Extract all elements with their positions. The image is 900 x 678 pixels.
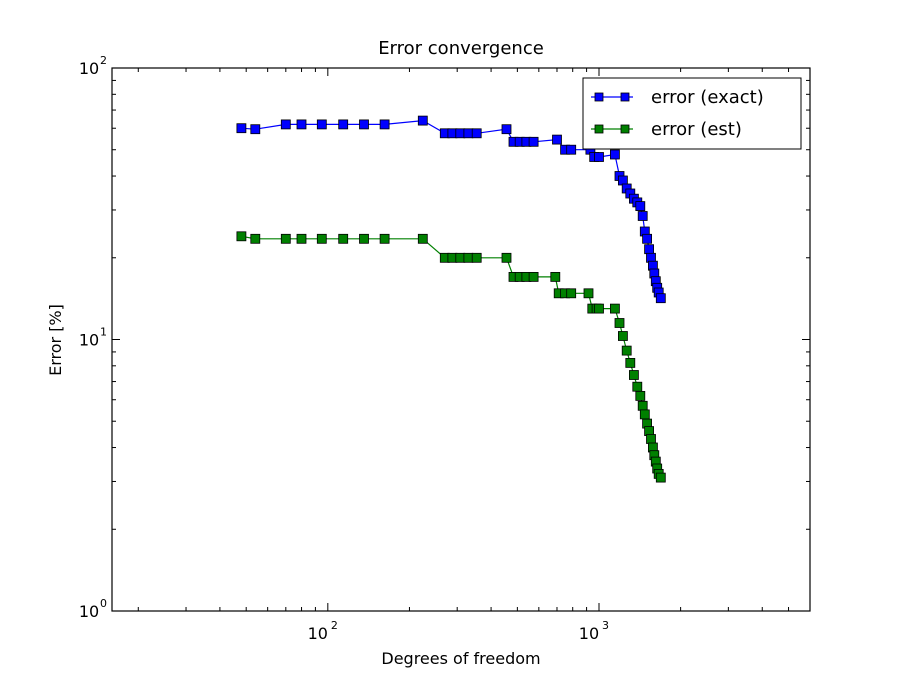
series-layer xyxy=(236,115,666,483)
y-tick-exponent: 1 xyxy=(100,326,107,339)
data-point xyxy=(501,124,512,135)
data-point xyxy=(316,119,327,130)
data-point xyxy=(236,231,247,242)
data-point xyxy=(379,233,390,244)
data-point xyxy=(621,345,632,356)
data-point xyxy=(280,119,291,130)
data-point xyxy=(455,252,466,263)
chart-title: Error convergence xyxy=(378,38,544,59)
data-point xyxy=(550,271,561,282)
data-point xyxy=(236,123,247,134)
x-tick-base: 10 xyxy=(579,624,599,643)
data-point xyxy=(594,303,604,314)
x-tick-label: 10 2 xyxy=(308,619,338,643)
x-axis-label: Degrees of freedom xyxy=(381,649,540,668)
series-0 xyxy=(236,115,666,304)
y-tick-base: 10 xyxy=(79,59,99,78)
data-point xyxy=(528,136,539,147)
y-tick-exponent: 2 xyxy=(100,54,107,67)
legend-marker-exact xyxy=(620,92,630,102)
y-tick-label: 10 1 xyxy=(79,326,107,350)
data-point xyxy=(280,233,291,244)
tick-layer: 10 2 10 310 010 110 2 xyxy=(79,54,810,643)
y-tick-base: 10 xyxy=(79,331,99,350)
data-point xyxy=(635,390,646,401)
data-point xyxy=(637,400,648,411)
x-tick-label: 10 3 xyxy=(579,619,609,643)
data-point xyxy=(417,115,428,126)
data-point xyxy=(566,144,577,155)
data-point xyxy=(471,252,482,263)
data-point xyxy=(296,119,307,130)
data-point xyxy=(528,271,539,282)
data-point xyxy=(359,233,369,244)
legend-item-est: error (est) xyxy=(591,119,742,140)
x-tick-base: 10 xyxy=(308,624,328,643)
plot-background xyxy=(112,68,810,611)
legend-marker-est xyxy=(594,124,604,134)
series-1 xyxy=(236,231,666,483)
data-point xyxy=(501,252,512,263)
data-point xyxy=(655,472,666,483)
data-point xyxy=(610,303,620,314)
data-point xyxy=(338,233,349,244)
y-tick-exponent: 0 xyxy=(100,597,107,610)
legend-label-exact: error (exact) xyxy=(651,87,764,108)
data-point xyxy=(594,152,604,162)
data-point xyxy=(417,233,428,244)
data-point xyxy=(463,252,474,263)
data-point xyxy=(629,370,639,380)
data-point xyxy=(250,233,261,244)
data-point xyxy=(646,434,656,444)
legend-item-exact: error (exact) xyxy=(591,87,764,108)
y-axis-label: Error [%] xyxy=(46,304,65,376)
data-point xyxy=(639,409,650,420)
data-point xyxy=(632,381,643,392)
data-point xyxy=(637,211,648,221)
legend-label-est: error (est) xyxy=(651,119,742,140)
data-point xyxy=(610,149,620,160)
y-tick-label: 10 0 xyxy=(79,597,107,621)
data-point xyxy=(250,124,261,135)
x-tick-exponent: 3 xyxy=(602,619,609,632)
data-point xyxy=(618,331,628,341)
data-point xyxy=(463,128,474,139)
plot-area xyxy=(111,67,811,612)
data-point xyxy=(552,134,562,145)
data-point xyxy=(359,119,369,130)
data-point xyxy=(635,201,646,212)
y-tick-label: 10 2 xyxy=(79,54,107,78)
data-point xyxy=(455,128,466,139)
data-point xyxy=(338,119,349,130)
data-point xyxy=(583,288,594,299)
data-point xyxy=(614,318,625,328)
legend: error (exact) error (est) xyxy=(582,77,802,150)
data-point xyxy=(316,233,327,244)
data-point xyxy=(655,293,666,304)
data-point xyxy=(566,288,577,299)
data-point xyxy=(642,233,652,244)
data-point xyxy=(379,119,390,130)
data-point xyxy=(471,128,482,139)
data-point xyxy=(644,244,654,255)
x-tick-exponent: 2 xyxy=(331,619,338,632)
legend-marker-exact xyxy=(594,92,604,102)
legend-box xyxy=(582,77,802,150)
y-tick-base: 10 xyxy=(79,602,99,621)
data-point xyxy=(296,233,307,244)
legend-marker-est xyxy=(620,124,630,134)
data-point xyxy=(625,357,636,368)
